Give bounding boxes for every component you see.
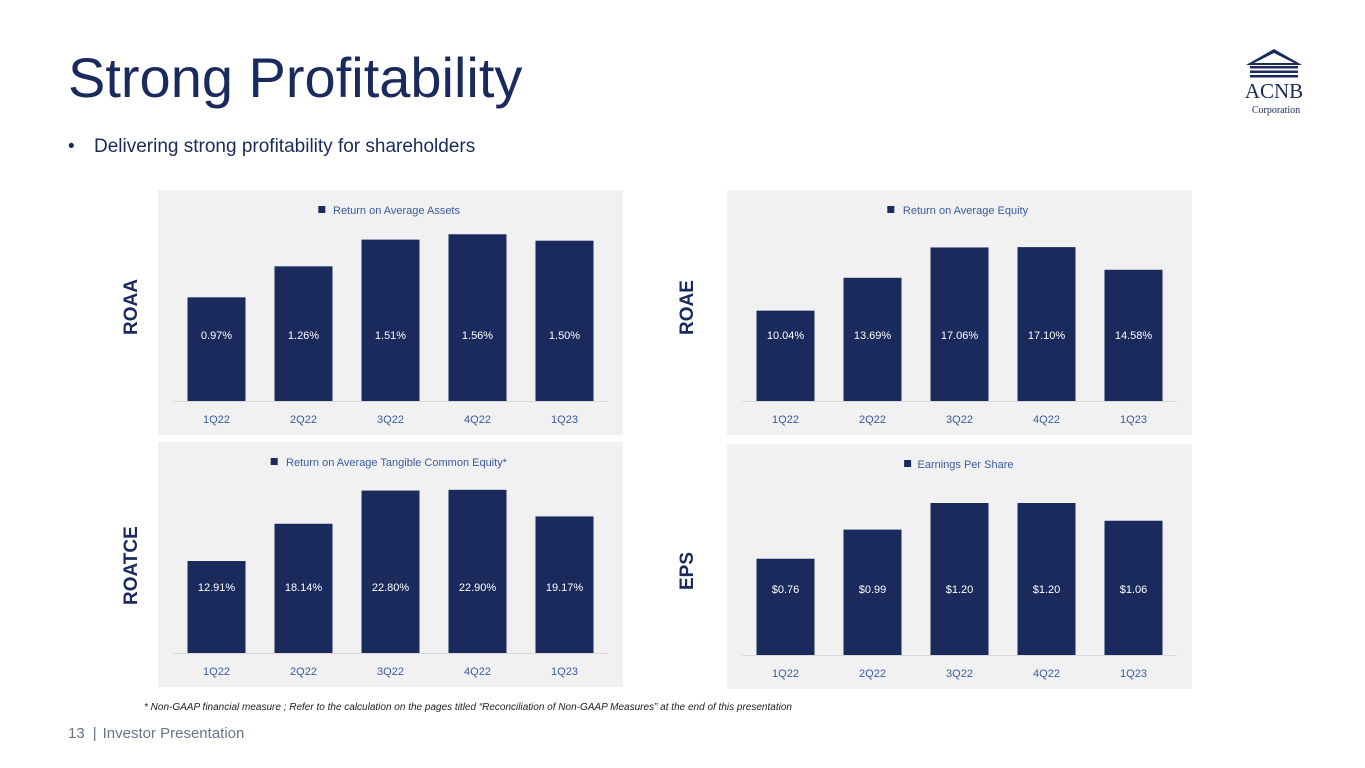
chart-roae: Return on Average Equity 10.04% 1Q22 13.69%… xyxy=(727,190,1192,435)
x-tick-label: 1Q23 xyxy=(551,666,578,678)
legend: Return on Average Equity xyxy=(887,205,1029,217)
legend: Return on Average Tangible Common Equity… xyxy=(270,457,508,469)
bar-1q22 xyxy=(756,558,815,655)
legend-swatch xyxy=(887,206,895,213)
chart-eps: Earnings Per Share $0.76 1Q22 $0.99 2Q22 $1.2… xyxy=(727,444,1192,689)
x-tick-label: 1Q22 xyxy=(772,414,799,426)
data-label: $1.20 xyxy=(1033,584,1061,596)
bar-3q22 xyxy=(930,503,989,655)
data-label: 1.50% xyxy=(549,330,580,342)
footer-separator: | xyxy=(92,725,97,742)
data-label: 10.04% xyxy=(767,330,805,342)
footer-label: Investor Presentation xyxy=(102,725,245,742)
chart-roatce: Return on Average Tangible Common Equity… xyxy=(158,442,623,687)
legend-swatch xyxy=(318,206,326,213)
legend-swatch xyxy=(904,460,912,467)
x-tick-label: 2Q22 xyxy=(290,414,317,426)
data-label: 22.80% xyxy=(372,582,410,594)
x-tick-label: 2Q22 xyxy=(859,414,886,426)
x-tick-label: 3Q22 xyxy=(946,414,973,426)
data-label: $1.06 xyxy=(1120,584,1148,596)
acnb-logo: ACNB Corporation xyxy=(1245,49,1303,116)
bar-1q23 xyxy=(1104,520,1163,655)
data-label: 1.56% xyxy=(462,330,493,342)
x-tick-label: 1Q23 xyxy=(1120,414,1147,426)
chart-roaa: Return on Average Assets 0.97% 1Q22 1.26% 2Q… xyxy=(158,190,623,435)
x-tick-label: 3Q22 xyxy=(946,668,973,680)
data-label: $0.99 xyxy=(859,584,887,596)
legend-label: Return on Average Assets xyxy=(333,205,460,217)
bar-3q22 xyxy=(361,490,420,653)
data-label: 0.97% xyxy=(201,330,232,342)
bullet-point: • Delivering strong profitability for sha… xyxy=(68,136,475,158)
x-tick-label: 4Q22 xyxy=(1033,414,1060,426)
legend-label: Earnings Per Share xyxy=(918,459,1014,471)
x-tick-label: 1Q23 xyxy=(551,414,578,426)
x-tick-label: 1Q22 xyxy=(203,414,230,426)
bar-2q22 xyxy=(274,523,333,653)
bullet-icon: • xyxy=(68,136,75,157)
data-label: 17.06% xyxy=(941,330,979,342)
x-tick-label: 1Q22 xyxy=(772,668,799,680)
data-label: 17.10% xyxy=(1028,330,1066,342)
data-label: 14.58% xyxy=(1115,330,1153,342)
data-label: $0.76 xyxy=(772,584,800,596)
bar-1q22 xyxy=(756,310,815,401)
data-label: 22.90% xyxy=(459,582,497,594)
y-label-roae: ROAE xyxy=(677,280,698,335)
y-label-eps: EPS xyxy=(677,551,698,590)
bar-1q22 xyxy=(187,561,246,653)
x-tick-label: 2Q22 xyxy=(290,666,317,678)
data-label: 19.17% xyxy=(546,582,584,594)
legend-swatch xyxy=(270,458,278,465)
bar-4q22 xyxy=(1017,247,1076,401)
bar-2q22 xyxy=(843,529,902,655)
bar-4q22 xyxy=(448,234,507,401)
data-label: 13.69% xyxy=(854,330,892,342)
data-label: 1.26% xyxy=(288,330,319,342)
y-label-roatce: ROATCE xyxy=(121,526,142,605)
x-tick-label: 2Q22 xyxy=(859,668,886,680)
y-label-roaa: ROAA xyxy=(121,279,142,335)
x-tick-label: 4Q22 xyxy=(464,666,491,678)
bar-3q22 xyxy=(930,247,989,401)
data-label: 12.91% xyxy=(198,582,236,594)
bar-1q23 xyxy=(535,240,594,401)
legend-label: Return on Average Equity xyxy=(903,205,1029,217)
data-label: 1.51% xyxy=(375,330,406,342)
page-number: 13 xyxy=(68,725,85,742)
page-footer: 13 | Investor Presentation xyxy=(68,725,244,742)
bar-4q22 xyxy=(448,489,507,653)
x-tick-label: 1Q23 xyxy=(1120,668,1147,680)
bullet-text: Delivering strong profitability for shar… xyxy=(94,136,476,157)
bar-1q22 xyxy=(187,297,246,401)
page-title: Strong Profitability xyxy=(68,46,523,109)
bar-2q22 xyxy=(843,277,902,401)
data-label: $1.20 xyxy=(946,584,974,596)
data-label: 18.14% xyxy=(285,582,323,594)
bar-4q22 xyxy=(1017,503,1076,655)
bar-1q23 xyxy=(1104,269,1163,401)
footnote: * Non-GAAP financial measure ; Refer to … xyxy=(144,702,792,713)
x-tick-label: 4Q22 xyxy=(1033,668,1060,680)
x-tick-label: 1Q22 xyxy=(203,666,230,678)
logo-subtext: Corporation xyxy=(1252,105,1300,116)
bar-3q22 xyxy=(361,239,420,401)
x-tick-label: 3Q22 xyxy=(377,414,404,426)
legend-label: Return on Average Tangible Common Equity… xyxy=(286,457,508,469)
legend: Earnings Per Share xyxy=(904,459,1014,471)
x-tick-label: 3Q22 xyxy=(377,666,404,678)
logo-text: ACNB xyxy=(1245,79,1303,103)
bar-2q22 xyxy=(274,266,333,401)
bar-1q23 xyxy=(535,516,594,653)
x-tick-label: 4Q22 xyxy=(464,414,491,426)
legend: Return on Average Assets xyxy=(318,205,460,217)
